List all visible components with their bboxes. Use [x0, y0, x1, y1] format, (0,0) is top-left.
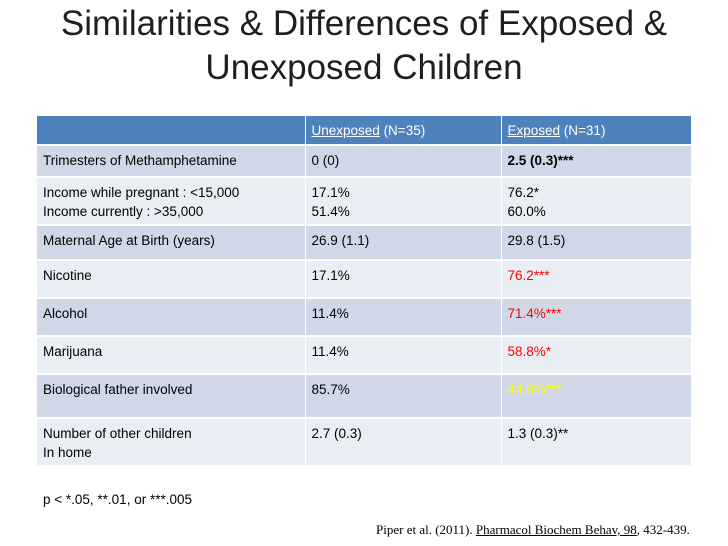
exposed-value-line-1: 76.2*	[507, 185, 540, 200]
row-label: Trimesters of Methamphetamine	[37, 145, 306, 178]
header-exposed: Exposed (N=31)	[501, 116, 691, 146]
table-row: Number of other children In home 2.7 (0.3…	[37, 418, 691, 467]
row-label: Income while pregnant : <15,000 Income cu…	[37, 177, 306, 226]
slide-title: Similarities & Differences of Exposed & …	[0, 2, 728, 90]
unexposed-value: 2.7 (0.3)	[305, 418, 502, 467]
unexposed-value: 26.9 (1.1)	[305, 225, 502, 261]
unexposed-value: 0 (0)	[305, 145, 502, 178]
title-line-2: Unexposed Children	[205, 48, 523, 87]
unexposed-value-line-1: 17.1%	[311, 185, 350, 200]
exposed-value: 2.5 (0.3)***	[501, 145, 691, 178]
row-label: Nicotine	[37, 260, 306, 299]
unexposed-value: 11.4%	[305, 336, 502, 375]
exposed-value: 44.8%***	[501, 374, 691, 419]
row-label-line-2: Income currently : >35,000	[43, 204, 204, 219]
row-label-line-1: Number of other children	[43, 426, 192, 441]
exposed-value: 1.3 (0.3)**	[501, 418, 691, 467]
unexposed-value: 17.1% 51.4%	[305, 177, 502, 226]
table-row: Trimesters of Methamphetamine 0 (0) 2.5 …	[37, 145, 691, 178]
table-row: Biological father involved 85.7% 44.8%**…	[37, 374, 691, 419]
row-label: Marijuana	[37, 336, 306, 375]
exposed-value-line-2: 60.0%	[507, 204, 546, 219]
table-row: Alcohol 11.4% 71.4%***	[37, 298, 691, 337]
unexposed-value: 85.7%	[305, 374, 502, 419]
header-exposed-word: Exposed	[507, 122, 561, 138]
unexposed-value: 17.1%	[305, 260, 502, 299]
header-unexposed: Unexposed (N=35)	[305, 116, 502, 146]
row-label-line-1: Income while pregnant : <15,000	[43, 185, 240, 200]
header-empty-cell	[37, 116, 306, 146]
exposed-value: 58.8%*	[501, 336, 691, 375]
title-line-1: Similarities & Differences of Exposed &	[60, 4, 668, 43]
header-unexposed-word: Unexposed	[311, 122, 380, 138]
table-row: Marijuana 11.4% 58.8%*	[37, 336, 691, 375]
table-row: Income while pregnant : <15,000 Income cu…	[37, 177, 691, 226]
table-row: Nicotine 17.1% 76.2***	[37, 260, 691, 299]
exposed-value: 29.8 (1.5)	[501, 225, 691, 261]
unexposed-value-line-2: 51.4%	[311, 204, 350, 219]
row-label: Alcohol	[37, 298, 306, 337]
row-label: Maternal Age at Birth (years)	[37, 225, 306, 261]
exposed-value: 76.2* 60.0%	[501, 177, 691, 226]
table-header-row: Unexposed (N=35) Exposed (N=31)	[37, 116, 691, 146]
row-label-line-2: In home	[43, 445, 92, 460]
exposed-value: 71.4%***	[501, 298, 691, 337]
header-unexposed-n: (N=35)	[379, 122, 426, 138]
citation: Piper et al. (2011). Pharmacol Biochem B…	[376, 522, 690, 538]
row-label: Biological father involved	[37, 374, 306, 419]
row-label: Number of other children In home	[37, 418, 306, 467]
header-exposed-n: (N=31)	[560, 122, 606, 138]
significance-footnote: p < *.05, **.01, or ***.005	[43, 492, 192, 507]
citation-journal: Pharmacol Biochem Behav, 98	[475, 522, 637, 537]
exposed-value: 76.2***	[501, 260, 691, 299]
comparison-table: Unexposed (N=35) Exposed (N=31) Trimeste…	[37, 116, 691, 467]
unexposed-value: 11.4%	[305, 298, 502, 337]
citation-pages: , 432-439.	[636, 522, 690, 537]
table-row: Maternal Age at Birth (years) 26.9 (1.1)…	[37, 225, 691, 261]
citation-authors: Piper et al. (2011).	[376, 522, 476, 537]
